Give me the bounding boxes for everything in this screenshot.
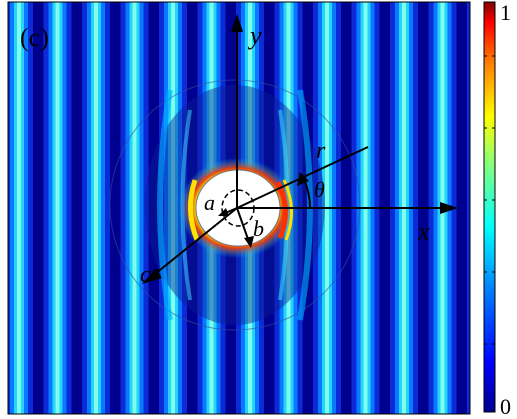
c-label: c <box>140 262 151 288</box>
y-arrow-head <box>231 14 243 32</box>
b-arrow-head <box>244 236 254 248</box>
r-label: r <box>316 138 326 164</box>
colorbar-min-label: 0 <box>500 394 511 419</box>
c-arrow-head <box>142 268 162 284</box>
c-line <box>149 207 238 279</box>
b-arrow-line <box>236 207 250 243</box>
plot-frame <box>7 1 471 415</box>
x-arrow-head <box>440 202 458 214</box>
panel-label: (c) <box>20 23 49 52</box>
x-axis-label: x <box>417 217 430 246</box>
theta-label: θ <box>314 177 325 202</box>
left-bright-fringe <box>188 179 200 241</box>
a-arrow-head <box>218 208 229 216</box>
colorbar-max-label: 1 <box>500 0 511 25</box>
inner-dashed-ellipse <box>221 189 255 227</box>
colorbar-gradient <box>483 1 496 413</box>
right-hot-fringe <box>275 180 288 239</box>
y-axis-label: y <box>247 21 262 50</box>
a-label: a <box>204 190 215 215</box>
colorbar: 1 0 <box>483 0 511 419</box>
theta-arrow-head <box>297 172 309 186</box>
b-label: b <box>253 216 264 241</box>
